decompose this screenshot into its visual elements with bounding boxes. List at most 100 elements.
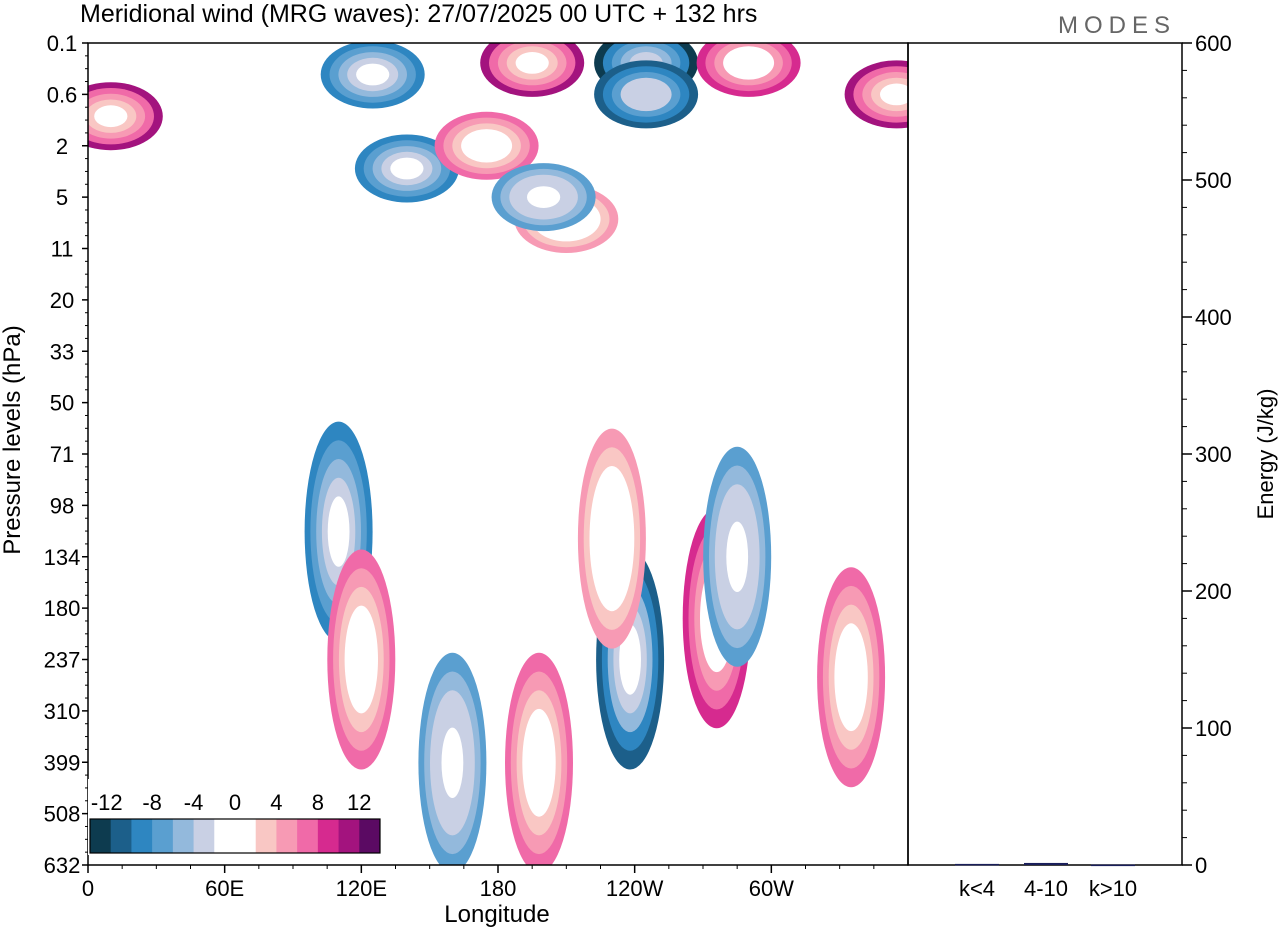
y-tick-label: 2: [56, 134, 68, 159]
y-tick-label: 508: [44, 802, 81, 827]
colorbar-tick-label: 0: [229, 790, 241, 815]
longitude-axis: 0 60E 120E 180 120W 60W: [82, 865, 875, 901]
y-tick-label: 98: [50, 493, 74, 518]
contour-level: [350, 624, 373, 695]
energy-category-label: k<4: [959, 876, 995, 901]
energy-tick-label: 200: [1195, 579, 1232, 604]
energy-bar: [1091, 864, 1135, 867]
energy-tick-label: 0: [1195, 853, 1207, 878]
contour-level: [356, 63, 390, 86]
colorbar-swatch: [297, 819, 319, 853]
contour-level: [527, 186, 561, 209]
contour-feature: [327, 549, 396, 770]
y-tick-label: 632: [44, 853, 81, 878]
energy-bar-chart: 0 100 200 300 400 500 600 k<4 4-10 k>10: [955, 31, 1232, 901]
colorbar-border: [89, 818, 381, 854]
contour-level: [732, 52, 766, 74]
colorbar-tick-label: -12: [91, 790, 123, 815]
energy-tick-label: 500: [1195, 168, 1232, 193]
y-tick-label: 134: [44, 545, 81, 570]
colorbar-swatch: [110, 819, 132, 853]
colorbar-swatch: [235, 819, 257, 853]
colorbar-tick-label: 12: [347, 790, 371, 815]
energy-tick-label: 300: [1195, 442, 1232, 467]
contour-level: [515, 52, 549, 74]
contour-feature: [696, 43, 801, 97]
contour-level: [726, 521, 749, 592]
contour-feature: [505, 652, 573, 865]
contour-feature: [88, 82, 163, 151]
colorbar-swatch: [276, 819, 298, 853]
y-tick-label: 71: [50, 442, 74, 467]
colorbar-tick-label: -4: [184, 790, 204, 815]
colorbar-swatch: [152, 819, 174, 853]
contour-feature: [480, 43, 585, 97]
energy-bar: [955, 863, 999, 866]
energy-category-label: 4-10: [1024, 876, 1068, 901]
colorbar-swatch: [193, 819, 215, 853]
x-tick-label: 0: [82, 876, 94, 901]
contour-feature: [703, 446, 772, 667]
pressure-axis: 0.1 0.6 2 5 11 20 33 50 71 98 134 180 237 310 399 508 63…: [44, 31, 88, 878]
x-tick-label: 60W: [749, 876, 794, 901]
contour-feature: [594, 60, 699, 129]
y-tick-label: 0.6: [47, 82, 78, 107]
x-tick-label: 180: [480, 876, 517, 901]
energy-plot-frame: [907, 42, 1183, 866]
contour-feature: [418, 652, 487, 865]
y-axis-label: Pressure levels (hPa): [0, 325, 26, 554]
x-tick-label: 120W: [606, 876, 664, 901]
contour-level: [94, 105, 128, 128]
y-tick-label: 399: [44, 750, 81, 775]
y-tick-label: 50: [50, 391, 74, 416]
colorbar-swatch: [338, 819, 360, 853]
colorbar-swatch: [359, 819, 381, 853]
x-tick-label: 60E: [205, 876, 244, 901]
y-tick-label: 20: [50, 288, 74, 313]
contour-feature: [844, 60, 908, 129]
contour-feature: [354, 134, 459, 203]
chart-title: Meridional wind (MRG waves): 27/07/2025 …: [80, 0, 757, 28]
contour-level: [629, 83, 663, 106]
x-axis-label: Longitude: [444, 901, 549, 928]
contour-field: [88, 43, 908, 865]
y-tick-label: 310: [44, 699, 81, 724]
contour-level: [619, 624, 641, 695]
y-tick-label: 237: [44, 648, 81, 673]
y-tick-label: 5: [56, 185, 68, 210]
y-tick-label: 0.1: [47, 31, 78, 56]
y-tick-label: 33: [50, 339, 74, 364]
energy-tick-label: 600: [1195, 31, 1232, 56]
contour-level: [601, 503, 623, 574]
contour-level: [327, 496, 350, 567]
energy-tick-label: 400: [1195, 305, 1232, 330]
contour-level: [441, 727, 464, 798]
contour-level: [840, 642, 862, 713]
contour-level: [528, 727, 550, 798]
colorbar: -12 -8 -4 0 4 8 12: [88, 779, 382, 855]
colorbar-tick-label: -8: [142, 790, 162, 815]
contour-feature: [320, 43, 425, 109]
contour-level: [390, 157, 424, 180]
contour-level: [880, 83, 908, 106]
x-tick-label: 120E: [336, 876, 387, 901]
colorbar-swatch: [255, 819, 277, 853]
contour-feature: [491, 163, 596, 232]
colorbar-tick-label: 8: [312, 790, 324, 815]
contour-feature: [434, 111, 539, 180]
energy-category-label: k>10: [1089, 876, 1137, 901]
colorbar-swatch: [90, 819, 112, 853]
contour-feature: [577, 428, 646, 649]
contour-feature: [817, 567, 886, 788]
energy-axis-label: Energy (J/kg): [1253, 389, 1278, 520]
y-tick-label: 11: [51, 237, 74, 262]
colorbar-tick-label: 4: [270, 790, 282, 815]
colorbar-swatch: [317, 819, 340, 853]
colorbar-swatch: [214, 819, 236, 853]
energy-tick-label: 100: [1195, 716, 1232, 741]
y-tick-label: 180: [44, 596, 81, 621]
colorbar-swatch: [131, 819, 153, 853]
contour-level: [470, 134, 504, 157]
modes-logo: MODES: [1058, 12, 1176, 39]
